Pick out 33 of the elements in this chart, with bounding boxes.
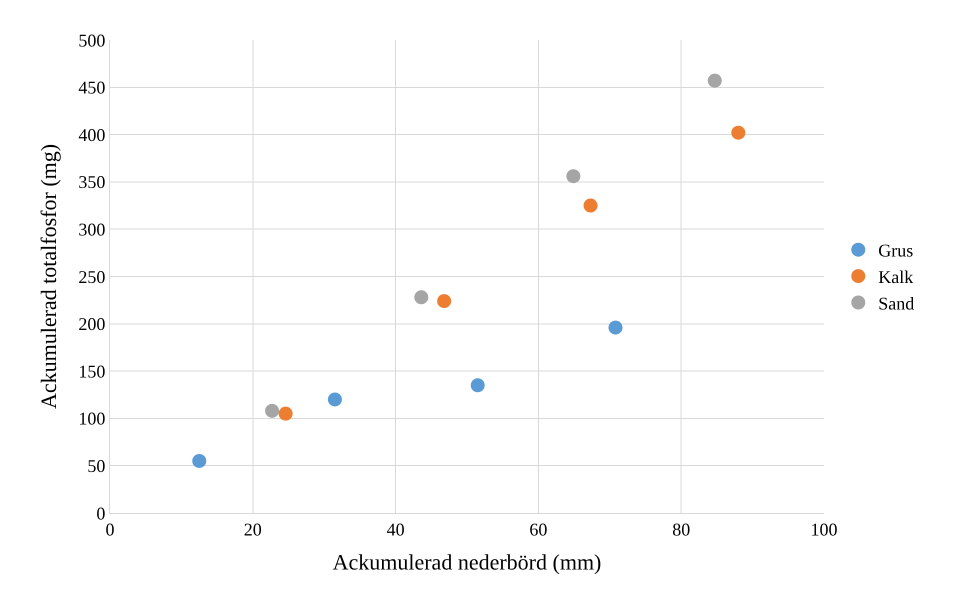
point <box>414 290 428 304</box>
point <box>470 378 485 392</box>
x-tick-label: 20 <box>244 520 262 540</box>
x-tick-label: 80 <box>672 520 690 540</box>
legend-label: Kalk <box>878 267 914 288</box>
x-tick-label: 40 <box>386 520 405 540</box>
point <box>708 74 722 88</box>
point <box>328 392 342 406</box>
point <box>566 169 580 184</box>
x-axis-title: Ackumulerad nederbörd (mm) <box>332 550 602 574</box>
point <box>192 454 206 468</box>
y-tick-label: 250 <box>78 266 106 287</box>
y-tick-label: 0 <box>96 503 106 524</box>
legend-label: Grus <box>878 240 914 261</box>
y-tick-label: 450 <box>78 78 106 98</box>
point <box>608 320 623 335</box>
y-tick-label: 300 <box>78 220 106 240</box>
x-tick-label: 100 <box>810 520 838 540</box>
y-tick-label: 50 <box>87 456 106 476</box>
point <box>584 198 598 213</box>
y-tick-label: 100 <box>78 408 106 429</box>
point <box>437 294 452 308</box>
point <box>278 406 293 421</box>
point <box>731 126 746 140</box>
y-tick-label: 400 <box>78 124 106 145</box>
y-tick-label: 500 <box>78 30 106 50</box>
y-tick-label: 350 <box>78 172 106 192</box>
legend-label: Sand <box>878 294 914 314</box>
y-axis-title: Ackumulerad totalfosfor (mg) <box>36 144 62 410</box>
point <box>265 404 280 418</box>
y-tick-label: 150 <box>78 361 106 382</box>
x-tick-label: 60 <box>529 520 548 540</box>
y-tick-label: 200 <box>78 314 106 334</box>
